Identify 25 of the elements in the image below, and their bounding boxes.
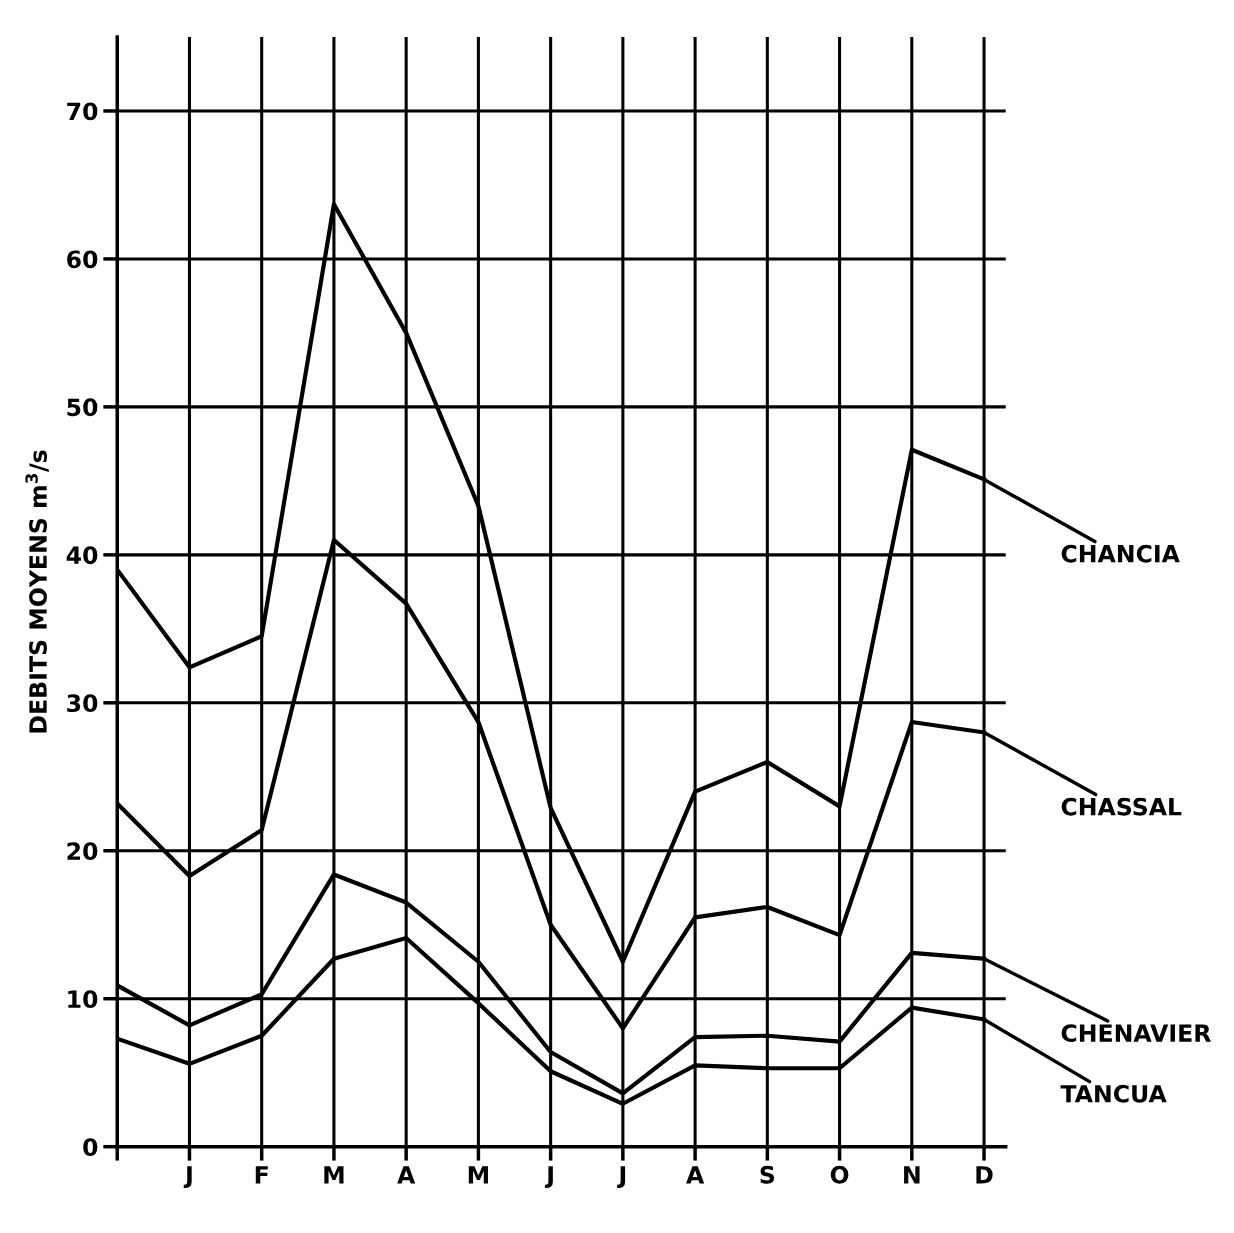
annotation: CHANCIA: [1061, 544, 1180, 563]
x-tick-label: J: [544, 1166, 553, 1189]
y-tick-label: 60: [67, 250, 98, 269]
x-tick-label: A: [686, 1166, 705, 1184]
x-tick-label: N: [904, 1166, 920, 1184]
x-tick-label: S: [760, 1165, 775, 1184]
y-tick-label: 20: [67, 842, 98, 861]
annotation: CHENAVIER: [1061, 1024, 1211, 1043]
y-tick-label: 40: [66, 546, 98, 565]
annotation: CHASSAL: [1061, 797, 1182, 816]
y-tick-label: 70: [67, 102, 98, 121]
x-tick-label: J: [183, 1166, 192, 1189]
x-tick-label: A: [397, 1166, 416, 1184]
x-tick-label: J: [617, 1166, 626, 1189]
y-tick-label: 50: [67, 398, 98, 417]
y-axis-title: DEBITS MOYENS m$^{3}$/s: [25, 450, 49, 733]
x-tick-label: M: [324, 1166, 344, 1184]
x-tick-label: F: [255, 1166, 268, 1184]
y-tick-label: 30: [67, 694, 98, 713]
y-tick-label: 0: [83, 1138, 98, 1156]
y-tick-label: 10: [68, 990, 98, 1009]
x-tick-label: D: [976, 1166, 993, 1184]
x-tick-label: O: [830, 1165, 849, 1184]
annotation: TANCUA: [1060, 1084, 1167, 1103]
x-tick-label: M: [468, 1166, 488, 1184]
